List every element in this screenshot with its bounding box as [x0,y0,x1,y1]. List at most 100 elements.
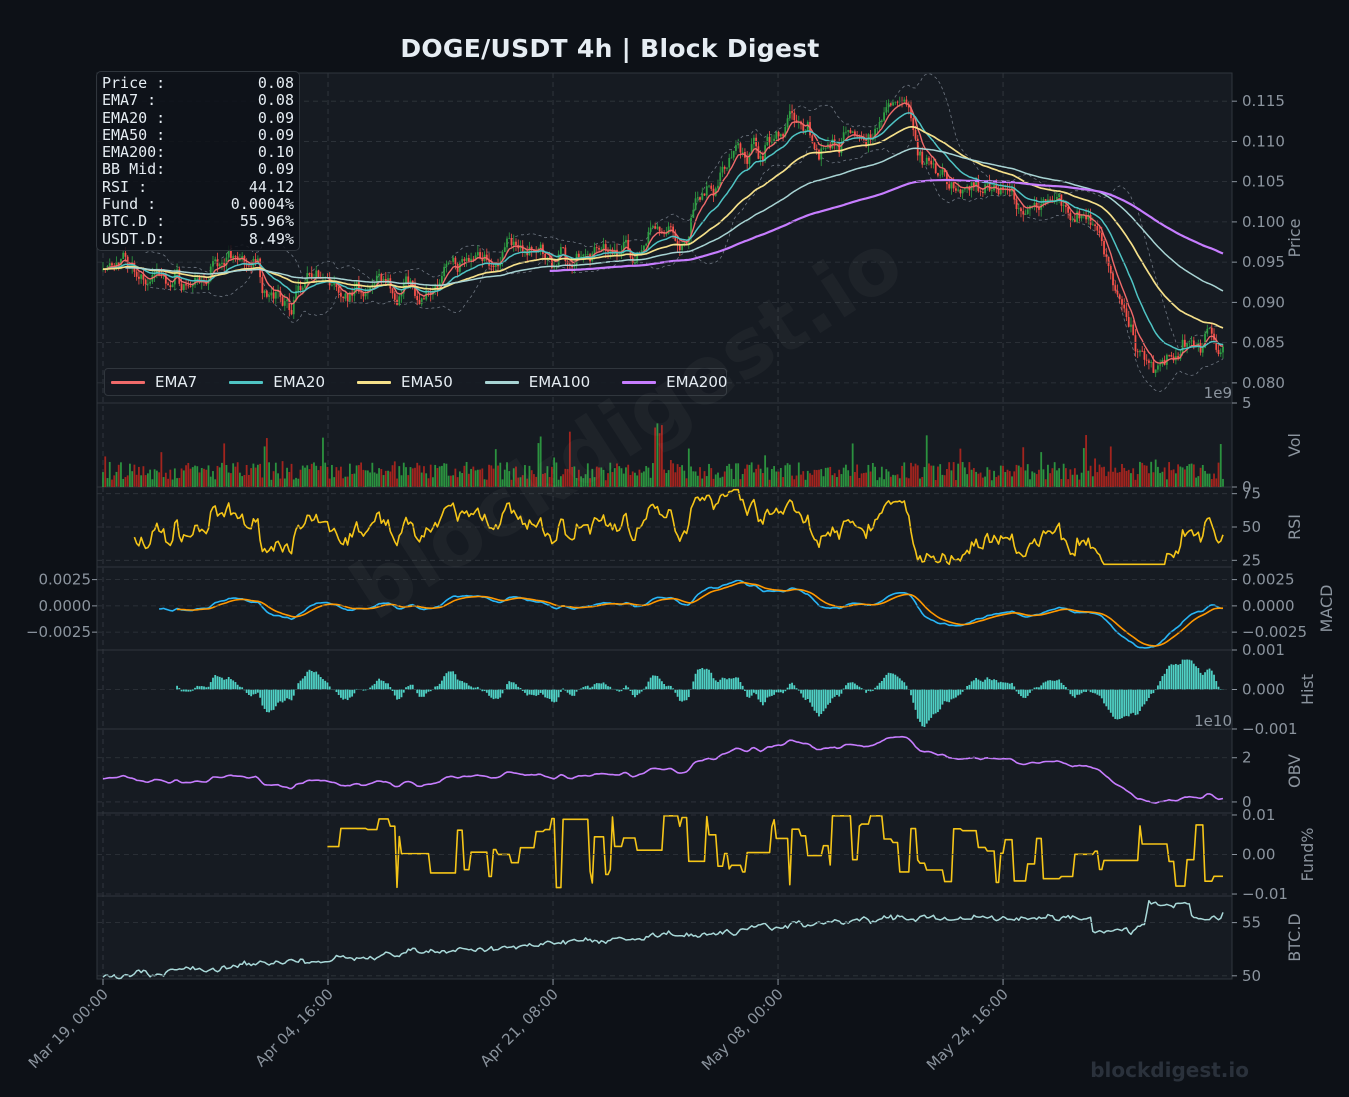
hist-bar [234,682,237,690]
hist-bar [400,689,403,698]
hist-bar [654,675,657,690]
volume-bar [649,477,652,487]
hist-bar [548,689,551,699]
candle-body [149,281,152,284]
candle-body [173,271,176,285]
hist-bar [663,683,666,690]
volume-bar [777,471,780,487]
volume-bar [494,449,497,487]
volume-bar [326,466,329,487]
hist-bar [1109,689,1112,713]
candle-body [1168,354,1171,356]
volume-bar [968,462,971,487]
hist-bar [813,689,816,711]
candle-body [297,285,300,291]
volume-bar [548,477,551,487]
volume-bar [1008,471,1011,487]
volume-bar [640,472,643,487]
volume-bar [703,471,706,487]
volume-bar [553,457,556,487]
hist-bar [227,677,230,690]
volume-bar [730,468,733,487]
candle-body [1033,202,1036,206]
candle-body [975,181,978,187]
y-tick-label-fund: 0.00 [1242,846,1275,864]
volume-bar [622,473,625,487]
hist-bar [622,688,625,690]
volume-bar [337,470,340,487]
volume-bar [1051,468,1054,487]
candle-body [930,160,933,165]
candle-body [1208,327,1211,329]
volume-bar [932,465,935,487]
hist-bar [355,688,358,690]
hist-bar [221,677,223,690]
volume-bar [465,461,468,487]
candle-body [225,257,228,266]
candle-body [714,188,717,196]
hist-bar [723,678,726,690]
hist-bar [322,679,324,690]
candle-body [842,132,845,143]
hist-bar [281,689,284,703]
hist-bar [454,674,457,690]
hist-bar [955,689,957,698]
hist-bar [625,685,627,690]
hist-bar [391,689,394,691]
hist-bar [627,687,630,690]
hist-bar [649,677,652,690]
volume-bar [474,470,477,487]
y-tick-label-obv: 0 [1242,793,1252,811]
volume-bar [340,466,342,487]
volume-bar [717,472,719,487]
volume-bar [937,466,939,487]
candle-body [559,247,562,255]
candle-body [636,252,639,263]
volume-bar [1087,470,1090,487]
candle-body [741,152,744,153]
volume-bar [209,476,212,487]
hist-bar [1183,659,1186,690]
volume-bar [616,463,618,487]
volume-bar [389,471,392,487]
candle-body [867,134,870,147]
volume-bar [1038,469,1040,487]
candle-body [815,148,818,150]
candle-body [391,288,394,294]
y-tick-label-price: 0.100 [1242,213,1285,231]
hist-bar [1026,689,1029,696]
legend-item-ema50: EMA50 [357,373,453,391]
hist-bar [979,680,982,690]
hist-bar [1056,680,1058,690]
hist-bar [418,689,421,697]
volume-bar [797,462,800,487]
hist-bar [824,689,827,709]
volume-bar [144,475,147,487]
volume-bar [1105,476,1108,487]
hist-bar [728,678,731,690]
candle-body [896,101,899,103]
volume-bar [809,473,811,487]
candle-body [492,265,495,267]
volume-bar [398,466,401,487]
volume-bar [883,479,885,487]
hist-bar [735,677,737,690]
candle-body [158,269,161,275]
volume-bar [476,469,479,487]
volume-bar [712,478,715,487]
hist-bar [851,682,854,690]
volume-bar [530,470,533,487]
hist-bar [1060,682,1063,690]
volume-bar [1190,463,1193,487]
candle-body [1219,352,1222,355]
volume-bar [667,470,670,487]
volume-bar [517,477,520,487]
candle-body [301,287,304,290]
volume-bar [1168,462,1171,487]
candle-body [142,274,145,280]
hist-bar [889,673,892,690]
volume-bar [988,469,991,487]
volume-bar [382,475,385,487]
volume-bar [573,466,576,487]
hist-bar [977,679,980,690]
